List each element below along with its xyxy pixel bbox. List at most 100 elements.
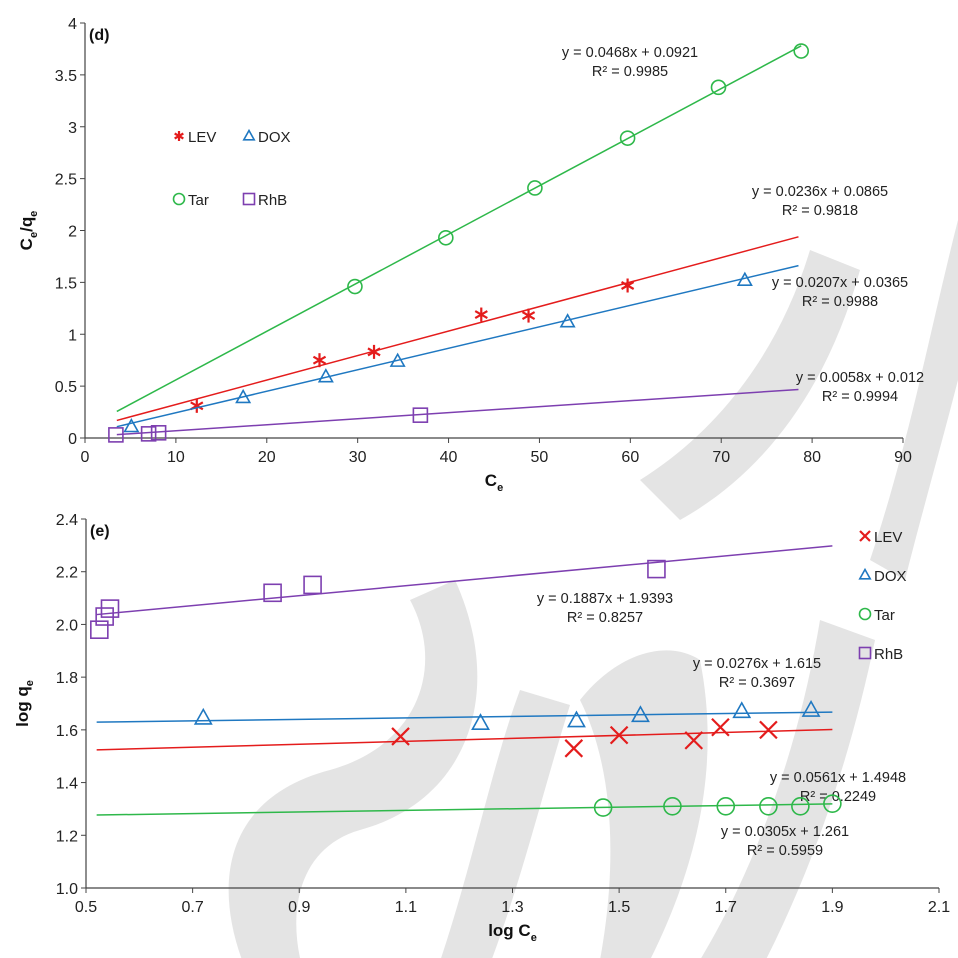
legend-label-lev: LEV xyxy=(874,529,902,546)
y-tick-label: 1.2 xyxy=(56,828,78,845)
trendline-dox xyxy=(96,711,833,723)
legend-label-dox: DOX xyxy=(258,129,291,146)
series-tar xyxy=(116,43,810,413)
panel-label: (d) xyxy=(89,27,109,44)
y-tick-label: 4 xyxy=(68,16,77,33)
data-point-lev-stroke xyxy=(759,720,778,740)
x-axis-title-subscript: e xyxy=(497,482,503,494)
data-point-lev xyxy=(684,731,704,750)
y-tick-label: 1.8 xyxy=(56,670,78,687)
watermark xyxy=(228,220,958,958)
panel-d: 0 10 20 30 40 50 60 70 80 90 0 0.5 1 1.5 2 2.5 3 3.5 4 (d) C… xyxy=(17,16,924,494)
legend-marker-rhb xyxy=(858,646,872,660)
data-point-dox xyxy=(193,707,213,725)
panel-label: (e) xyxy=(90,523,110,540)
trendline-tar xyxy=(116,45,802,413)
data-point-rhb xyxy=(100,599,120,618)
data-point-lev xyxy=(474,307,488,322)
data-point-dox xyxy=(631,705,650,723)
legend-label-tar: Tar xyxy=(188,192,209,209)
data-point-lev-stroke xyxy=(564,739,584,758)
series-dox xyxy=(116,264,799,433)
data-point-dox xyxy=(317,368,334,383)
data-point-tar xyxy=(593,798,613,817)
legend-marker-lev xyxy=(859,530,871,542)
trendline-rhb xyxy=(96,545,833,616)
data-point-tar xyxy=(793,43,810,59)
trendline-lev xyxy=(96,728,833,751)
data-point-tar xyxy=(347,278,363,295)
x-tick-label: 0 xyxy=(81,449,90,466)
data-point-dox xyxy=(559,313,576,328)
x-tick-label: 20 xyxy=(258,449,276,466)
trendline-rhb xyxy=(116,388,799,436)
y-axis-title-part: /q xyxy=(17,217,36,232)
series-dox xyxy=(96,699,833,731)
legend-label-lev: LEV xyxy=(188,129,216,146)
data-point-tar xyxy=(438,229,454,246)
x-tick-label: 90 xyxy=(894,449,912,466)
data-point-lev-stroke xyxy=(312,355,327,365)
x-tick-label: 1.1 xyxy=(395,899,417,916)
data-point-tar xyxy=(619,130,636,146)
y-axis-title-subscript: e xyxy=(24,680,36,686)
data-point-lev xyxy=(759,720,778,740)
x-tick-label: 0.9 xyxy=(288,899,310,916)
x-tick-label: 30 xyxy=(349,449,367,466)
data-point-lev-stroke xyxy=(521,311,536,321)
data-point-dox xyxy=(235,388,252,404)
data-point-lev xyxy=(609,725,629,745)
data-point-dox xyxy=(471,713,490,731)
data-point-dox xyxy=(732,701,752,719)
r-squared-label-rhb: R² = 0.9994 xyxy=(822,389,898,405)
data-point-rhb xyxy=(150,425,167,441)
legend-marker-lev xyxy=(174,131,184,141)
trendline-lev xyxy=(116,236,799,422)
data-point-lev-stroke xyxy=(367,347,381,357)
data-point-dox xyxy=(123,417,140,433)
y-tick-label: 1 xyxy=(68,327,77,344)
equation-label-tar: y = 0.0468x + 0.0921 xyxy=(562,45,698,61)
x-tick-label: 70 xyxy=(712,449,730,466)
equation-label-lev: y = 0.0561x + 1.4948 xyxy=(770,770,906,786)
series-tar xyxy=(96,794,842,817)
data-point-tar xyxy=(716,796,736,816)
y-tick-label: 1.4 xyxy=(56,776,78,793)
x-axis-title-subscript: e xyxy=(531,932,537,944)
y-tick-label: 2 xyxy=(68,224,77,241)
data-point-lev-stroke xyxy=(711,717,730,737)
data-point-lev-stroke xyxy=(609,725,629,745)
legend-label-rhb: RhB xyxy=(258,192,287,209)
equation-label-rhb: y = 0.0058x + 0.012 xyxy=(796,370,924,386)
data-point-lev-stroke xyxy=(391,727,410,746)
y-tick-label: 0.5 xyxy=(55,379,77,396)
trendline-dox xyxy=(116,264,799,428)
r-squared-label-tar: R² = 0.5959 xyxy=(747,843,823,859)
equation-label-rhb: y = 0.1887x + 1.9393 xyxy=(537,591,673,607)
legend-label-dox: DOX xyxy=(874,568,907,585)
x-tick-label: 0.7 xyxy=(182,899,204,916)
x-tick-label: 0.5 xyxy=(75,899,97,916)
r-squared-label-dox: R² = 0.3697 xyxy=(719,675,795,691)
data-point-tar xyxy=(823,794,842,813)
y-axis-title: log qe xyxy=(13,680,36,727)
y-tick-label: 2.5 xyxy=(55,172,77,189)
y-axis-title: Ce/qe xyxy=(17,211,40,251)
y-tick-label: 0 xyxy=(68,431,77,448)
series-lev xyxy=(116,236,799,422)
data-point-lev xyxy=(564,739,584,758)
data-point-tar xyxy=(663,796,682,816)
r-squared-label-tar: R² = 0.9985 xyxy=(592,64,668,80)
x-tick-label: 1.9 xyxy=(821,899,843,916)
data-point-lev xyxy=(312,353,327,368)
y-tick-label: 1.0 xyxy=(56,881,78,898)
legend-marker-lev-stroke xyxy=(174,132,184,140)
series-lev xyxy=(96,717,833,758)
data-point-lev xyxy=(711,717,730,737)
x-tick-label: 2.1 xyxy=(928,899,950,916)
data-point-lev-stroke xyxy=(474,310,488,319)
y-tick-label: 1.6 xyxy=(56,723,78,740)
y-tick-label: 1.5 xyxy=(55,275,77,292)
legend-marker-dox xyxy=(858,567,872,580)
data-point-lev-stroke xyxy=(684,731,704,750)
